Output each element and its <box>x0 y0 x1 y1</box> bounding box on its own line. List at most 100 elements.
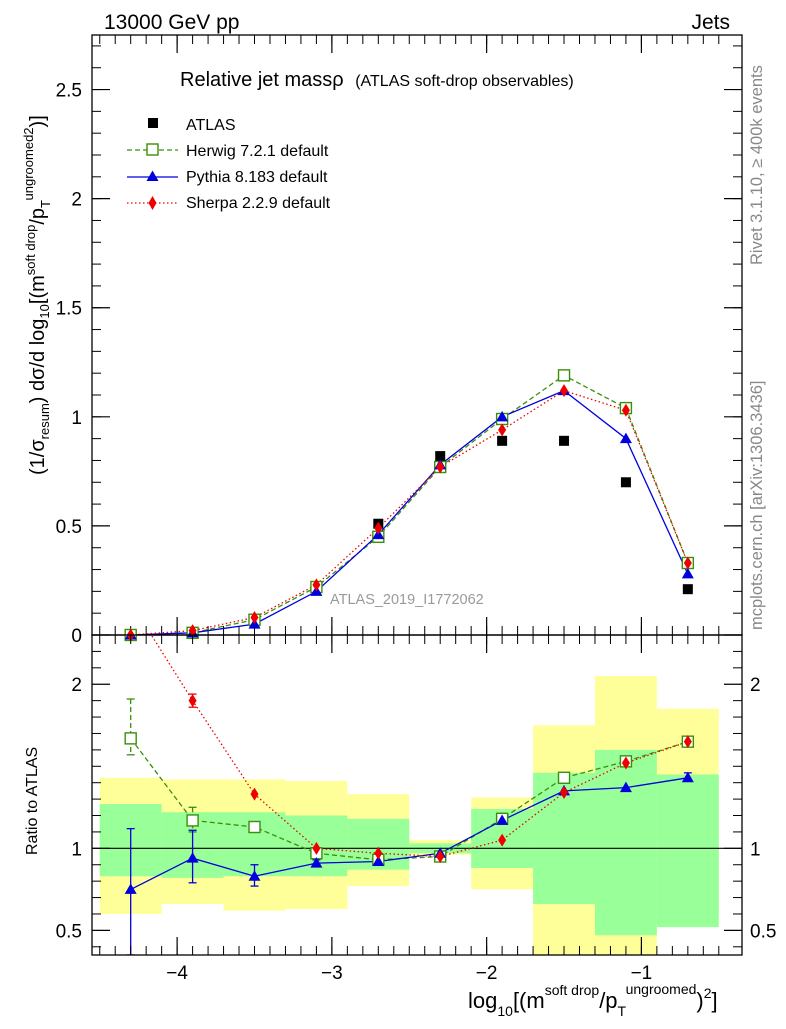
ylabel-sup-2: 2 <box>21 127 36 134</box>
ylabel-close: )] <box>27 115 49 127</box>
ratio-point-sherpa <box>498 833 507 847</box>
main-ytick-label: 0.5 <box>56 517 82 538</box>
ratio-point-pythia <box>496 814 509 825</box>
main-ticks: 0 0.5 1 1.5 2 2.5 <box>56 35 742 647</box>
ratio-ytick-label-right: 0.5 <box>750 921 776 942</box>
legend-marker-herwig <box>146 143 159 156</box>
legend-marker-sherpa <box>148 196 157 210</box>
ratio-point-herwig <box>186 814 199 827</box>
main-point-atlas <box>620 477 631 488</box>
legend-label-sherpa: Sherpa 2.2.9 default <box>186 195 331 212</box>
ratio-ticks: 0.5 0.5 1 1 2 2 −4 −3 −2 −1 <box>56 635 776 984</box>
plot-subtitle: (ATLAS soft-drop observables) <box>355 73 573 90</box>
ylabel-sup-ung: ungroomed <box>21 135 36 201</box>
ratio-point-pythia <box>186 852 199 863</box>
mcplots-label: mcplots.cern.ch [arXiv:1306.3436] <box>748 381 766 630</box>
main-point-sherpa <box>188 624 197 638</box>
main-point-pythia <box>681 567 694 579</box>
main-point-atlas <box>682 584 693 595</box>
ratio-frame <box>91 634 743 956</box>
main-point-atlas <box>497 435 508 446</box>
main-line-sherpa <box>130 389 689 636</box>
ratio-xtick-label: −2 <box>476 963 498 984</box>
xlabel-sup-ung: ungroomed <box>626 981 697 997</box>
plot-title-main: Relative jet massρ <box>180 69 344 91</box>
xlabel-sup-2: 2 <box>704 985 712 1001</box>
ratio-ytick-label: 0.5 <box>56 921 82 942</box>
main-point-sherpa <box>683 556 692 570</box>
watermark: ATLAS_2019_I1772062 <box>330 592 484 608</box>
ratio-series-lines <box>130 635 689 890</box>
ylabel-prefix: (1/σ <box>27 439 49 475</box>
xlabel-close: ) <box>696 988 703 1013</box>
legend-marker-pythia <box>146 170 159 181</box>
main-point-sherpa <box>436 460 445 474</box>
ratio-point-sherpa <box>250 787 259 801</box>
ratio-xtick-label: −3 <box>321 963 343 984</box>
ylabel-sub-resum: resum <box>37 403 52 439</box>
main-point-herwig <box>557 369 571 382</box>
rivet-label: Rivet 3.1.10, ≥ 400k events <box>748 65 766 265</box>
ratio-point-sherpa <box>621 756 630 770</box>
ratio-point-pythia <box>372 855 385 866</box>
ratio-ylabel: Ratio to ATLAS <box>24 747 41 855</box>
header-left: 13000 GeV pp <box>104 11 239 34</box>
main-point-sherpa <box>374 521 383 535</box>
main-ylabel: (1/σresum) dσ/d log10[(msoft drop/pTungr… <box>21 115 53 475</box>
ratio-point-sherpa <box>683 735 692 749</box>
ratio-ytick-label: 2 <box>71 675 82 696</box>
ratio-point-herwig <box>248 820 261 834</box>
ratio-point-pythia <box>310 857 323 868</box>
ylabel-sup-sd: soft drop <box>23 225 38 276</box>
ratio-ytick-label-right: 1 <box>750 839 761 860</box>
main-panel: 0 0.5 1 1.5 2 2.5 ATLAS_2019_I1772062 Relativ… <box>21 34 743 647</box>
ratio-point-pythia <box>248 870 261 881</box>
legend-label-herwig: Herwig 7.2.1 default <box>186 143 329 160</box>
ratio-band-inner <box>656 774 719 928</box>
xlabel-log: log <box>468 988 497 1013</box>
main-point-atlas <box>559 435 570 446</box>
main-series-lines <box>130 374 689 636</box>
ratio-panel: 0.5 0.5 1 1 2 2 −4 −3 −2 −1 Ratio to ATLAS log10[… <box>24 634 776 1019</box>
ylabel-sub-T: T <box>38 200 53 208</box>
xlabel-end: ] <box>712 988 718 1013</box>
xlabel-sub-T: T <box>618 1003 627 1019</box>
main-point-sherpa <box>312 578 321 592</box>
ratio-series-markers <box>124 694 695 894</box>
ratio-xlabel: log10[(msoft drop/pTungroomed)2] <box>468 981 718 1019</box>
main-point-sherpa <box>560 384 569 398</box>
ratio-xtick-label: −1 <box>631 963 653 984</box>
main-point-pythia <box>619 432 632 444</box>
ratio-point-sherpa <box>188 694 197 708</box>
ratio-point-sherpa <box>374 846 383 860</box>
ylabel-mid: ) dσ/d log <box>27 319 49 404</box>
ratio-point-pythia <box>681 771 694 783</box>
ratio-point-herwig <box>124 732 137 745</box>
ylabel-bracket: [(m <box>27 275 49 304</box>
ratio-line-sherpa <box>150 635 689 858</box>
xlabel-slash-p: /p <box>599 988 617 1013</box>
main-point-sherpa <box>250 611 259 625</box>
plot-title: Relative jet massρ (ATLAS soft-drop obse… <box>180 69 574 91</box>
legend-label-atlas: ATLAS <box>186 117 236 134</box>
xlabel-sub-10: 10 <box>497 1003 513 1019</box>
header-right: Jets <box>691 11 730 34</box>
main-point-sherpa <box>498 423 507 437</box>
ratio-point-sherpa <box>312 841 321 855</box>
main-ytick-label: 2 <box>71 190 82 211</box>
main-line-pythia <box>130 389 689 636</box>
ratio-point-herwig <box>557 771 571 784</box>
main-ytick-label: 1.5 <box>56 299 82 320</box>
ylabel-sub-10: 10 <box>37 304 52 318</box>
legend-label-pythia: Pythia 8.183 default <box>186 169 328 186</box>
ratio-point-sherpa <box>560 786 569 800</box>
main-ytick-label: 2.5 <box>56 81 82 102</box>
main-line-herwig <box>130 374 689 636</box>
ratio-line-pythia <box>130 777 688 890</box>
main-ytick-label: 1 <box>71 408 82 429</box>
xlabel-bracket: [(m <box>513 988 545 1013</box>
main-point-sherpa <box>621 403 630 417</box>
ratio-band-inner <box>594 749 657 936</box>
